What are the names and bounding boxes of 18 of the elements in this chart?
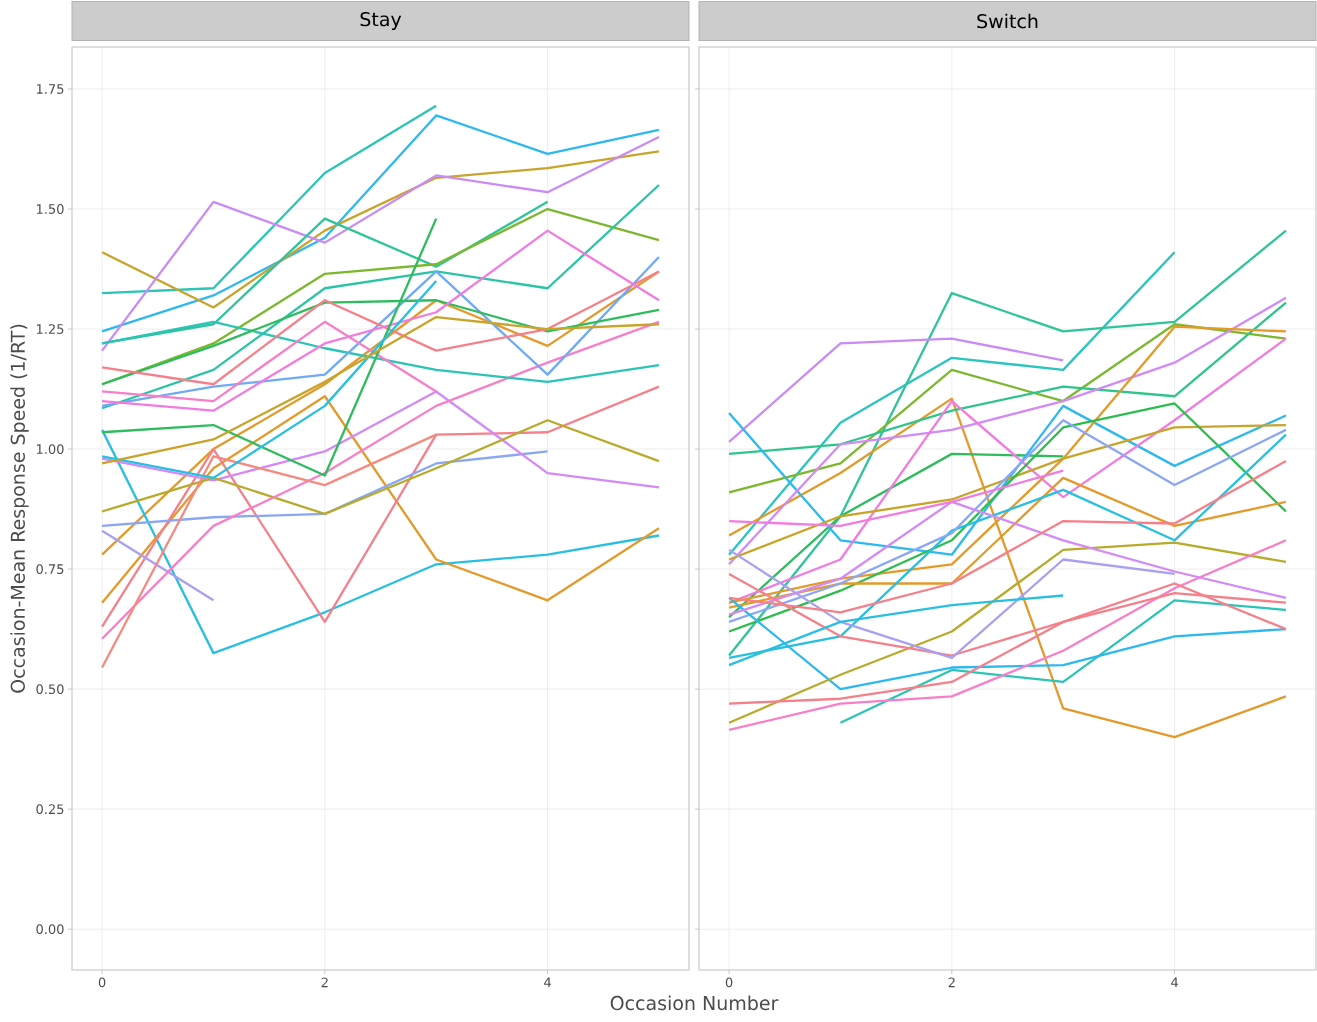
x-tick-label: 2 bbox=[321, 977, 328, 988]
x-tick-label: 4 bbox=[544, 977, 551, 987]
y-tick-label: 0.75 bbox=[36, 564, 64, 575]
y-tick-label: 0.25 bbox=[36, 804, 64, 815]
y-axis-title: Occasion-Mean Response Speed (1/RT) bbox=[10, 324, 29, 693]
y-tick-label: 1.50 bbox=[36, 204, 64, 214]
x-tick-label: 2 bbox=[948, 977, 955, 988]
x-tick-label: 0 bbox=[725, 977, 733, 988]
y-tick-label: 1.75 bbox=[36, 84, 64, 94]
y-tick-label: 1.00 bbox=[36, 444, 64, 454]
y-tick-label: 0.00 bbox=[36, 924, 64, 935]
y-tick-label: 1.25 bbox=[36, 324, 64, 334]
x-tick-label: 0 bbox=[98, 977, 106, 988]
chart-title: Switch bbox=[977, 13, 1038, 29]
chart-title: Stay bbox=[360, 11, 402, 31]
y-tick-label: 0.50 bbox=[36, 684, 64, 695]
x-axis-title: Occasion Number bbox=[610, 995, 779, 1011]
x-tick-label: 4 bbox=[1171, 977, 1178, 987]
